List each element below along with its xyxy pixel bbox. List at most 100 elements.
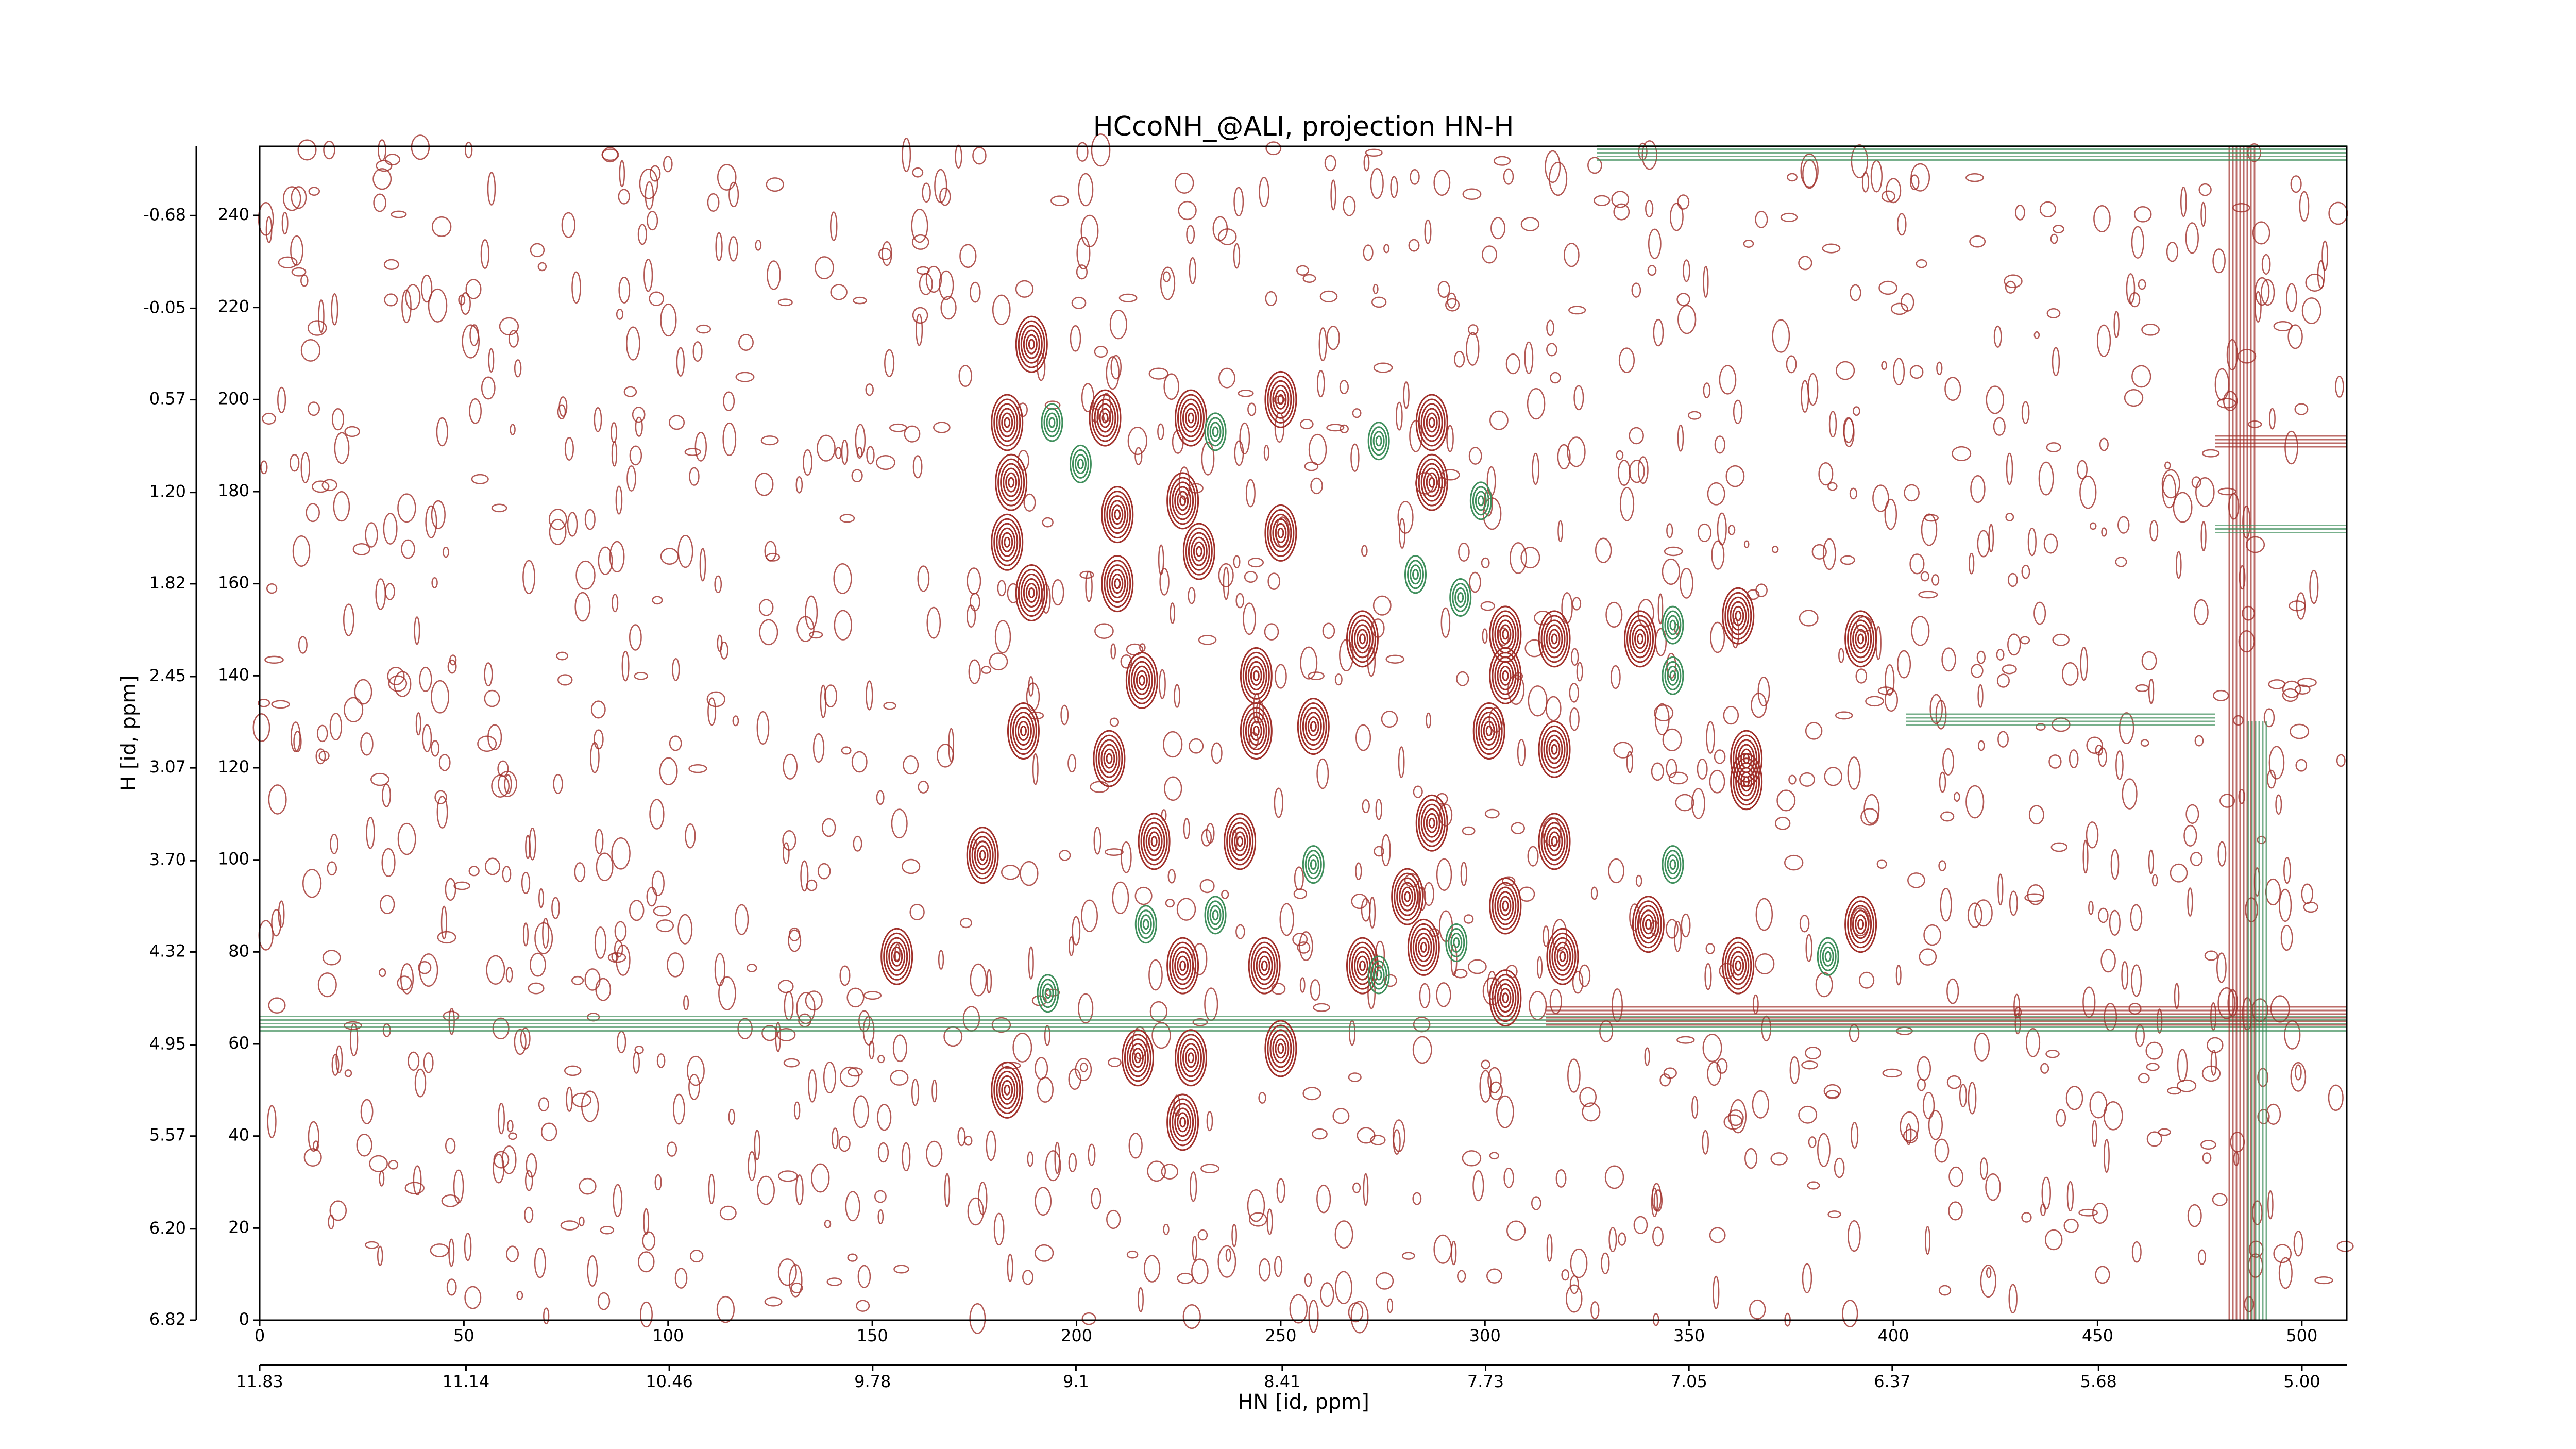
- noise-contour: [298, 636, 308, 654]
- peak-contour: [1367, 422, 1390, 461]
- peak-contour: [1245, 656, 1267, 695]
- noise-contour: [2217, 841, 2227, 867]
- noise-contour: [1749, 1299, 1766, 1320]
- noise-contour: [1158, 544, 1164, 576]
- peak-contour: [1664, 661, 1682, 690]
- peak-contour: [1148, 831, 1160, 852]
- peak: [1204, 896, 1227, 935]
- noise-contour: [788, 927, 801, 941]
- noise-contour: [621, 650, 630, 682]
- noise-contour: [1993, 325, 2002, 348]
- noise-contour: [316, 724, 328, 743]
- noise-contour: [1175, 172, 1194, 194]
- noise-contour: [1827, 482, 1838, 491]
- peak-contour: [1121, 1029, 1154, 1087]
- noise-contour: [1528, 685, 1548, 717]
- peak-contour: [1478, 712, 1500, 751]
- peak-contour: [1174, 951, 1192, 981]
- noise-contour: [970, 963, 987, 997]
- noise-contour: [708, 1174, 715, 1204]
- noise-contour: [1859, 971, 1875, 989]
- noise-contour: [619, 160, 625, 188]
- noise-contour: [1703, 265, 1709, 298]
- noise-contour: [1371, 296, 1387, 308]
- peak-contour: [1297, 698, 1330, 755]
- noise-contour: [1752, 1090, 1769, 1119]
- peak-contour: [1415, 394, 1448, 451]
- peak-contour: [1499, 896, 1512, 916]
- noise-contour: [354, 679, 372, 705]
- noise-contour: [549, 518, 567, 545]
- noise-contour: [1520, 217, 1540, 231]
- peak-contour: [1857, 633, 1865, 645]
- peak-contour: [1551, 836, 1558, 847]
- peak: [1007, 702, 1040, 760]
- noise-contour: [2299, 191, 2310, 222]
- noise-contour: [2021, 1212, 2032, 1223]
- peak-contour: [995, 453, 1028, 511]
- peak: [1538, 610, 1571, 668]
- noise-contour: [1159, 669, 1166, 699]
- noise-contour: [1199, 879, 1215, 894]
- noise-contour: [1716, 1058, 1728, 1074]
- noise-contour: [1641, 140, 1657, 170]
- peak-contour: [1304, 850, 1322, 880]
- noise-contour: [788, 929, 802, 952]
- peak-contour: [1269, 380, 1292, 419]
- noise-contour: [839, 1066, 860, 1087]
- noise-contour: [1037, 1076, 1054, 1103]
- noise-contour: [911, 234, 929, 250]
- noise-contour: [948, 728, 955, 762]
- noise-contour: [1534, 610, 1552, 626]
- peak-contour: [1099, 408, 1111, 428]
- noise-contour: [1163, 731, 1183, 758]
- noise-contour: [1383, 244, 1390, 254]
- noise-contour: [1300, 646, 1318, 680]
- peak-contour: [1142, 919, 1149, 930]
- noise-contour: [1707, 482, 1725, 506]
- noise-contour: [866, 446, 875, 465]
- noise-contour: [2092, 1202, 2108, 1224]
- noise-contour: [809, 631, 823, 639]
- noise-contour: [2119, 712, 2134, 744]
- noise-contour: [2036, 723, 2046, 731]
- peak-contour: [1136, 670, 1148, 690]
- noise-contour: [462, 324, 480, 359]
- noise-contour: [992, 294, 1011, 325]
- noise-contour: [718, 976, 736, 1010]
- noise-contour: [445, 878, 456, 901]
- peak-contour: [1236, 836, 1244, 847]
- noise-contour: [1786, 355, 1797, 374]
- noise-contour: [480, 239, 489, 269]
- noise-contour: [2080, 647, 2088, 681]
- peak-contour: [1410, 564, 1422, 585]
- noise-contour: [1970, 475, 1986, 503]
- noise-contour: [1977, 740, 1985, 751]
- peak-contour: [1629, 619, 1652, 659]
- peak-contour: [1004, 417, 1011, 428]
- noise-contour: [491, 503, 507, 513]
- noise-contour: [1310, 477, 1323, 495]
- peak-contour: [1412, 569, 1419, 580]
- noise-contour: [1479, 1070, 1492, 1103]
- noise-contour: [1807, 1181, 1820, 1190]
- noise-contour: [911, 209, 928, 243]
- noise-contour: [1664, 546, 1683, 557]
- noise-contour: [1666, 919, 1679, 939]
- peak-contour: [1231, 827, 1249, 856]
- peak-contour: [1104, 560, 1131, 608]
- noise-contour: [1109, 717, 1120, 727]
- peak-contour: [1041, 403, 1063, 442]
- noise-contour: [2286, 283, 2297, 312]
- noise-contour: [1440, 607, 1451, 638]
- noise-contour: [1952, 446, 1972, 462]
- peak-contour: [1548, 831, 1561, 852]
- noise-contour: [2252, 221, 2270, 245]
- noise-contour: [1263, 445, 1269, 461]
- noise-contour: [611, 837, 631, 870]
- noise-contour: [699, 548, 706, 582]
- noise-contour: [428, 288, 448, 323]
- peak-contour: [1485, 726, 1493, 737]
- noise-contour: [1959, 1084, 1968, 1107]
